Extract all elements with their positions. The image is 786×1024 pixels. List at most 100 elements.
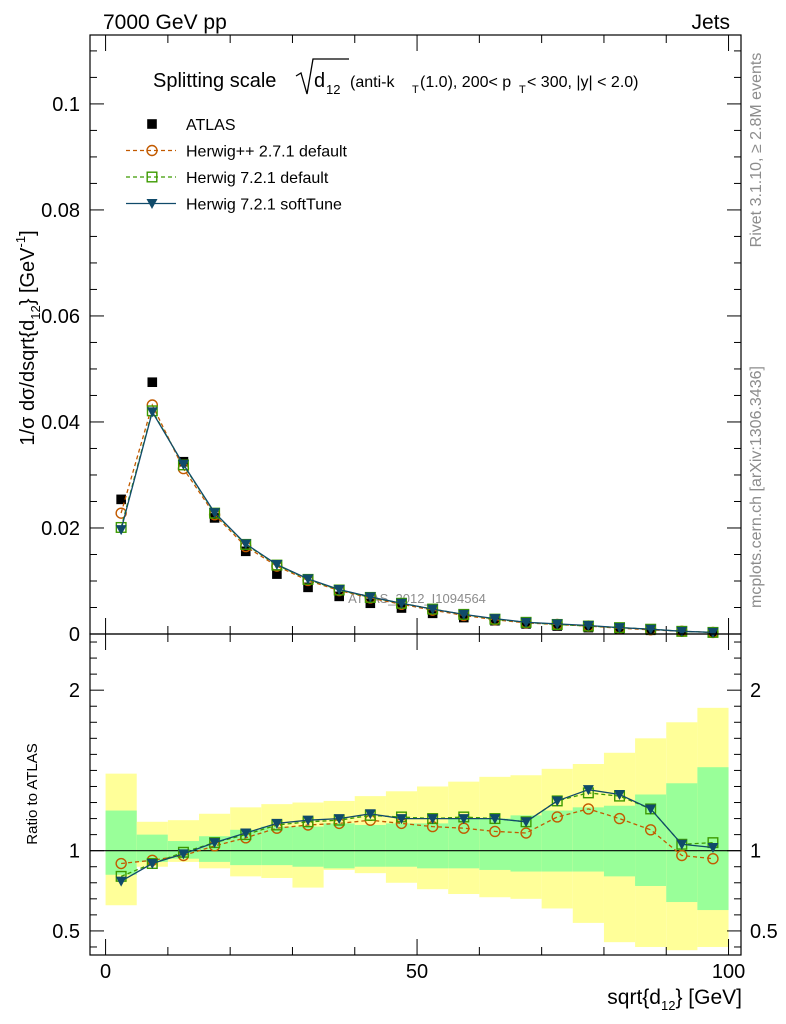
ratio-data-point (551, 796, 563, 807)
ylabel-sub: 12 (28, 305, 43, 319)
sqrt-sign-icon (295, 58, 349, 95)
ratio-data-point (551, 811, 563, 823)
stat-uncertainty-band (354, 824, 386, 867)
main-series (115, 377, 719, 639)
ratio-data-point (582, 785, 594, 796)
stat-uncertainty-band (479, 818, 511, 870)
ratio-data-point (364, 809, 376, 820)
main-data-point (146, 407, 158, 418)
main-y-tick-label: 0.04 (41, 412, 80, 434)
title-part-1: (anti-k (350, 74, 395, 91)
main-y-tick-label: 0.02 (41, 518, 80, 540)
ylabel-end: } [GeV (17, 247, 39, 305)
main-data-point (489, 614, 501, 625)
svg-text:1/σ dσ/dsqrt{d12} [GeV-1]: 1/σ dσ/dsqrt{d12} [GeV-1] (13, 230, 43, 445)
main-data-point (271, 560, 283, 571)
ratio-data-point (613, 812, 626, 825)
main-data-point (302, 574, 314, 585)
legend-label: Herwig 7.2.1 softTune (186, 197, 342, 214)
legend-marker (146, 199, 158, 209)
main-y-tick-label: 0.1 (52, 94, 80, 116)
legend-label: Herwig++ 2.7.1 default (186, 144, 348, 161)
main-data-point (115, 507, 127, 519)
main-data-point (614, 623, 626, 634)
main-data-point (458, 609, 470, 620)
main-axes: 0 0.02 0.04 0.06 0.08 0.1 (41, 35, 741, 646)
main-data-point (147, 377, 158, 388)
ratio-data-point (209, 838, 221, 849)
stat-uncertainty-band (385, 823, 418, 867)
ratio-data-point (676, 839, 688, 850)
rivet-label: Rivet 3.1.10, ≥ 2.8M events (748, 53, 765, 248)
ratio-data-point (146, 859, 158, 870)
main-data-point (177, 459, 189, 470)
ratio-data-point (614, 790, 626, 800)
main-data-point (551, 619, 563, 630)
main-data-point (582, 621, 594, 632)
stat-uncertainty-band (136, 834, 168, 862)
legend-marker (147, 119, 157, 129)
main-data-point (334, 591, 344, 602)
ratio-data-point (395, 814, 407, 825)
ratio-data-point (520, 827, 532, 839)
ratio-data-point (302, 815, 314, 826)
main-series-line (120, 410, 714, 634)
ratio-data-point (489, 814, 501, 825)
analysis-watermark: ATLAS_2012_I1094564 (348, 591, 486, 606)
stat-uncertainty-band (603, 805, 636, 877)
legend-label: Herwig 7.2.1 default (186, 170, 329, 187)
ratio-axes: 0.5 0.5 1 1 2 2 0 50 100 (52, 634, 778, 983)
ratio-y-tick-label-right: 2 (750, 680, 761, 702)
main-data-point (520, 617, 532, 628)
ratio-uncertainty-bands (105, 707, 729, 951)
ratio-data-point (707, 842, 719, 853)
legend-label: ATLAS (186, 117, 236, 134)
ratio-data-point (427, 814, 439, 825)
main-data-point (427, 604, 439, 615)
ratio-data-point (115, 857, 127, 870)
stat-uncertainty-band (541, 810, 573, 872)
ratio-data-point (240, 828, 252, 839)
svg-text:sqrt{d12} [GeV]: sqrt{d12} [GeV] (607, 986, 742, 1013)
ratio-data-point (707, 853, 719, 865)
stat-uncertainty-band (105, 810, 137, 875)
ratio-data-point (271, 818, 283, 829)
legend: ATLAS Herwig++ 2.7.1 default Herwig 7.2.1 … (126, 117, 348, 214)
x-tick-label: 50 (406, 961, 428, 983)
ratio-data-point (582, 803, 595, 815)
stat-uncertainty-band (261, 826, 293, 866)
plot-title: Splitting scale d 12 (anti-k T (1.0), 20… (153, 58, 639, 97)
stat-uncertainty-band (323, 823, 355, 869)
x-tick-label: 0 (100, 961, 111, 983)
header-right: Jets (691, 11, 730, 34)
title-sub-1: T (412, 84, 419, 96)
ratio-y-tick-label-right: 0.5 (750, 921, 778, 943)
ratio-data-point (645, 804, 657, 815)
xlabel-main: sqrt{d (607, 986, 661, 1009)
title-sqrt-sub: 12 (326, 82, 340, 97)
legend-marker (146, 144, 158, 157)
stat-uncertainty-band (448, 818, 480, 869)
main-data-point (116, 494, 126, 505)
title-main: Splitting scale (153, 70, 276, 92)
main-data-point (303, 582, 313, 593)
xlabel-sub: 12 (661, 998, 675, 1013)
title-sub-2: T (519, 84, 526, 96)
main-y-tick-label: 0.08 (41, 200, 80, 222)
main-data-point (209, 508, 221, 519)
ratio-data-point (489, 825, 501, 838)
ratio-y-tick-label: 0.5 (52, 921, 80, 943)
title-part-3: < 300, |y| < 2.0) (527, 74, 639, 91)
x-axis-title: sqrt{d12} [GeV] (607, 986, 742, 1013)
main-data-point (240, 539, 252, 550)
header-left: 7000 GeV pp (103, 11, 227, 34)
ratio-y-tick-label: 1 (69, 841, 80, 863)
ratio-data-point (458, 814, 470, 825)
stat-uncertainty-band (697, 767, 729, 911)
title-part-2: (1.0), 200< p (420, 74, 511, 91)
stat-uncertainty-band (572, 807, 604, 872)
legend-marker (146, 171, 158, 183)
stat-uncertainty-band (292, 826, 324, 867)
main-data-point (272, 569, 282, 579)
